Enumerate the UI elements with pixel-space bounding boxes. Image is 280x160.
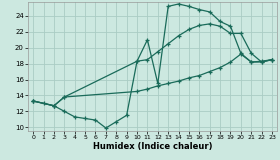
X-axis label: Humidex (Indice chaleur): Humidex (Indice chaleur) <box>93 142 212 151</box>
